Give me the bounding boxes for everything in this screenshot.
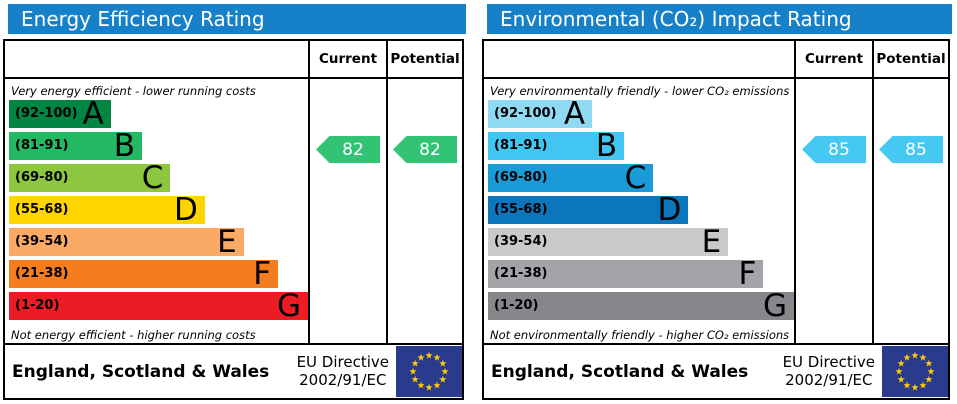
eu-flag-icon [396, 346, 462, 397]
energy-bands: (92-100) A (81-91) B (69-80) C (55-68) D (39-54)… [9, 96, 308, 324]
band-b: (81-91) B [488, 128, 625, 164]
current-label: Current [804, 51, 864, 67]
eu-directive-line1: EU Directive [782, 352, 875, 371]
energy-potential-cell: 82 [386, 79, 462, 343]
environmental-impact-panel: Environmental (CO₂) Impact Rating Curren… [482, 4, 952, 404]
energy-efficiency-panel: Energy Efficiency Rating Current Potenti… [3, 4, 466, 404]
band-letter: B [113, 128, 136, 164]
band-letter: C [624, 160, 647, 196]
band-a: (92-100) A [9, 96, 111, 132]
environmental-potential-cell: 85 [872, 79, 948, 343]
environmental-title-bar: Environmental (CO₂) Impact Rating [487, 4, 952, 34]
band-range: (92-100) [15, 106, 78, 121]
environmental-bands-area: Very environmentally friendly - lower CO… [484, 79, 794, 343]
band-range: (81-91) [494, 138, 548, 153]
band-letter: D [173, 192, 198, 228]
potential-label: Potential [876, 51, 946, 67]
environmental-body-row: Very environmentally friendly - lower CO… [484, 79, 948, 343]
region-label: England, Scotland & Wales [12, 361, 270, 382]
band-e: (39-54) E [9, 224, 244, 260]
band-d: (55-68) D [9, 192, 205, 228]
energy-current-cell: 82 [308, 79, 386, 343]
current-rating-arrow: 85 [802, 136, 866, 163]
energy-bands-area: Very energy efficient - lower running co… [5, 79, 308, 343]
energy-current-column-header: Current [308, 41, 386, 77]
eu-directive-label: EU Directive 2002/91/EC [782, 352, 875, 389]
energy-header-spacer [5, 41, 308, 77]
eu-flag-icon [882, 346, 948, 397]
band-range: (21-38) [15, 266, 69, 281]
band-letter: F [738, 256, 757, 292]
band-range: (81-91) [15, 138, 69, 153]
band-range: (69-80) [494, 170, 548, 185]
band-g: (1-20) G [9, 288, 308, 324]
band-range: (21-38) [494, 266, 548, 281]
potential-label: Potential [390, 51, 460, 67]
band-a: (92-100) A [488, 96, 593, 132]
energy-header-row: Current Potential [5, 41, 462, 79]
energy-rating-table: Current Potential Very energy efficient … [3, 39, 464, 400]
band-range: (39-54) [15, 234, 69, 249]
eu-directive-line2: 2002/91/EC [785, 370, 873, 389]
band-c: (69-80) C [9, 160, 171, 196]
band-letter: C [141, 160, 164, 196]
band-range: (92-100) [494, 106, 557, 121]
band-d: (55-68) D [488, 192, 689, 228]
band-letter: G [276, 288, 301, 324]
band-letter: E [701, 224, 722, 260]
environmental-current-cell: 85 [794, 79, 872, 343]
band-range: (39-54) [494, 234, 548, 249]
band-letter: F [253, 256, 272, 292]
band-range: (55-68) [494, 202, 548, 217]
potential-rating-arrow: 85 [879, 136, 943, 163]
eu-directive-label: EU Directive 2002/91/EC [296, 352, 389, 389]
band-letter: B [595, 128, 618, 164]
band-letter: E [217, 224, 237, 260]
energy-bottom-note: Not energy efficient - higher running co… [11, 328, 256, 342]
band-range: (69-80) [15, 170, 69, 185]
band-range: (1-20) [15, 298, 60, 313]
environmental-title: Environmental (CO₂) Impact Rating [500, 7, 852, 31]
band-f: (21-38) F [9, 256, 279, 292]
environmental-header-spacer [484, 41, 794, 77]
environmental-bottom-note: Not environmentally friendly - higher CO… [490, 328, 790, 342]
environmental-header-row: Current Potential [484, 41, 948, 79]
band-letter: A [82, 96, 104, 132]
band-letter: A [563, 96, 586, 132]
potential-rating-arrow: 82 [393, 136, 457, 163]
band-letter: G [762, 288, 787, 324]
band-f: (21-38) F [488, 256, 764, 292]
band-c: (69-80) C [488, 160, 654, 196]
energy-footer-row: England, Scotland & Wales EU Directive 2… [5, 343, 462, 398]
energy-body-row: Very energy efficient - lower running co… [5, 79, 462, 343]
current-rating-arrow: 82 [316, 136, 380, 163]
band-range: (1-20) [494, 298, 539, 313]
energy-title-bar: Energy Efficiency Rating [8, 4, 466, 34]
energy-potential-column-header: Potential [386, 41, 462, 77]
environmental-rating-table: Current Potential Very environmentally f… [482, 39, 950, 400]
environmental-bands: (92-100) A (81-91) B (69-80) C (55-68) D (39-54)… [488, 96, 794, 324]
environmental-footer-row: England, Scotland & Wales EU Directive 2… [484, 343, 948, 398]
band-letter: D [657, 192, 682, 228]
environmental-current-column-header: Current [794, 41, 872, 77]
region-label: England, Scotland & Wales [491, 361, 749, 382]
current-label: Current [318, 51, 378, 67]
environmental-top-note: Very environmentally friendly - lower CO… [490, 84, 790, 98]
energy-title: Energy Efficiency Rating [21, 7, 265, 31]
band-range: (55-68) [15, 202, 69, 217]
environmental-potential-column-header: Potential [872, 41, 948, 77]
band-e: (39-54) E [488, 224, 729, 260]
band-g: (1-20) G [488, 288, 794, 324]
band-b: (81-91) B [9, 128, 143, 164]
eu-directive-line2: 2002/91/EC [299, 370, 387, 389]
eu-directive-line1: EU Directive [296, 352, 389, 371]
energy-top-note: Very energy efficient - lower running co… [11, 84, 256, 98]
